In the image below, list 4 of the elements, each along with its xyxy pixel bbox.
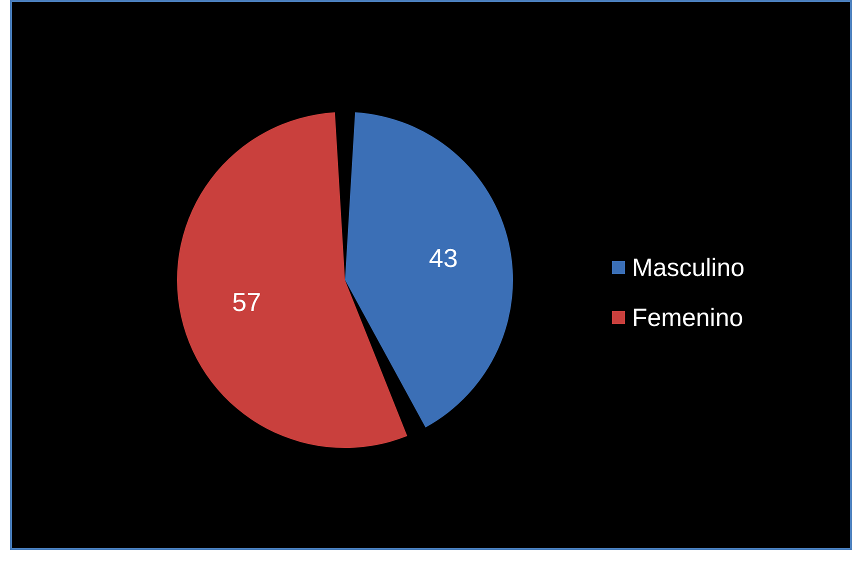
legend-label: Masculino	[632, 254, 745, 282]
data-label: 43	[428, 243, 458, 274]
legend-label: Femenino	[632, 304, 744, 332]
data-label: 57	[232, 286, 262, 317]
